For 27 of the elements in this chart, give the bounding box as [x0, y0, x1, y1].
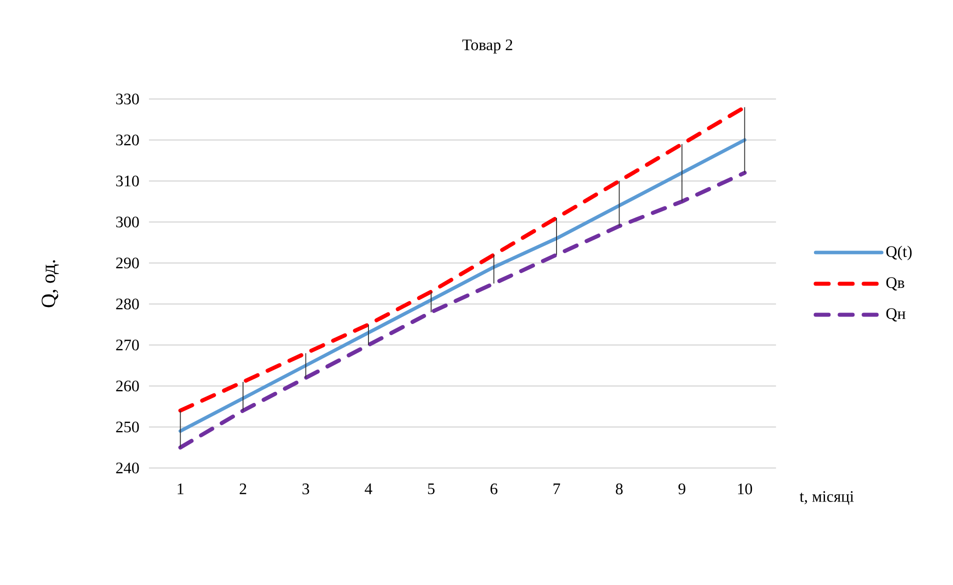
y-tick-label: 250	[116, 422, 139, 432]
x-tick-label: 10	[738, 484, 752, 494]
legend-label: Qв	[886, 277, 904, 290]
y-tick-label: 310	[116, 176, 139, 186]
x-axis-title: t, місяці	[800, 491, 854, 505]
y-axis-title: Q, од.	[42, 260, 59, 308]
line-series	[178, 138, 746, 433]
y-tick-label: 290	[116, 258, 139, 268]
y-tick-label: 270	[116, 340, 139, 350]
x-tick-label: 4	[364, 484, 372, 494]
legend-label: Q(t)	[886, 246, 912, 260]
x-tick-label: 2	[240, 484, 246, 494]
x-tick-label: 8	[616, 484, 623, 494]
legend-label: Qн	[886, 308, 906, 322]
y-tick-label: 300	[116, 216, 139, 228]
y-tick-label: 320	[116, 134, 139, 146]
x-tick-label: 1	[178, 484, 184, 494]
x-tick-label: 6	[490, 484, 498, 494]
x-tick-label: 7	[554, 484, 560, 494]
y-tick-label: 260	[116, 380, 139, 392]
chart-title: Товар 2	[462, 39, 512, 54]
x-tick-label: 5	[428, 484, 435, 494]
y-tick-label: 330	[116, 94, 139, 104]
x-tick-label: 3	[302, 484, 310, 494]
x-tick-label: 9	[678, 484, 686, 494]
y-tick-label: 240	[116, 462, 139, 474]
y-tick-label: 280	[116, 298, 139, 310]
